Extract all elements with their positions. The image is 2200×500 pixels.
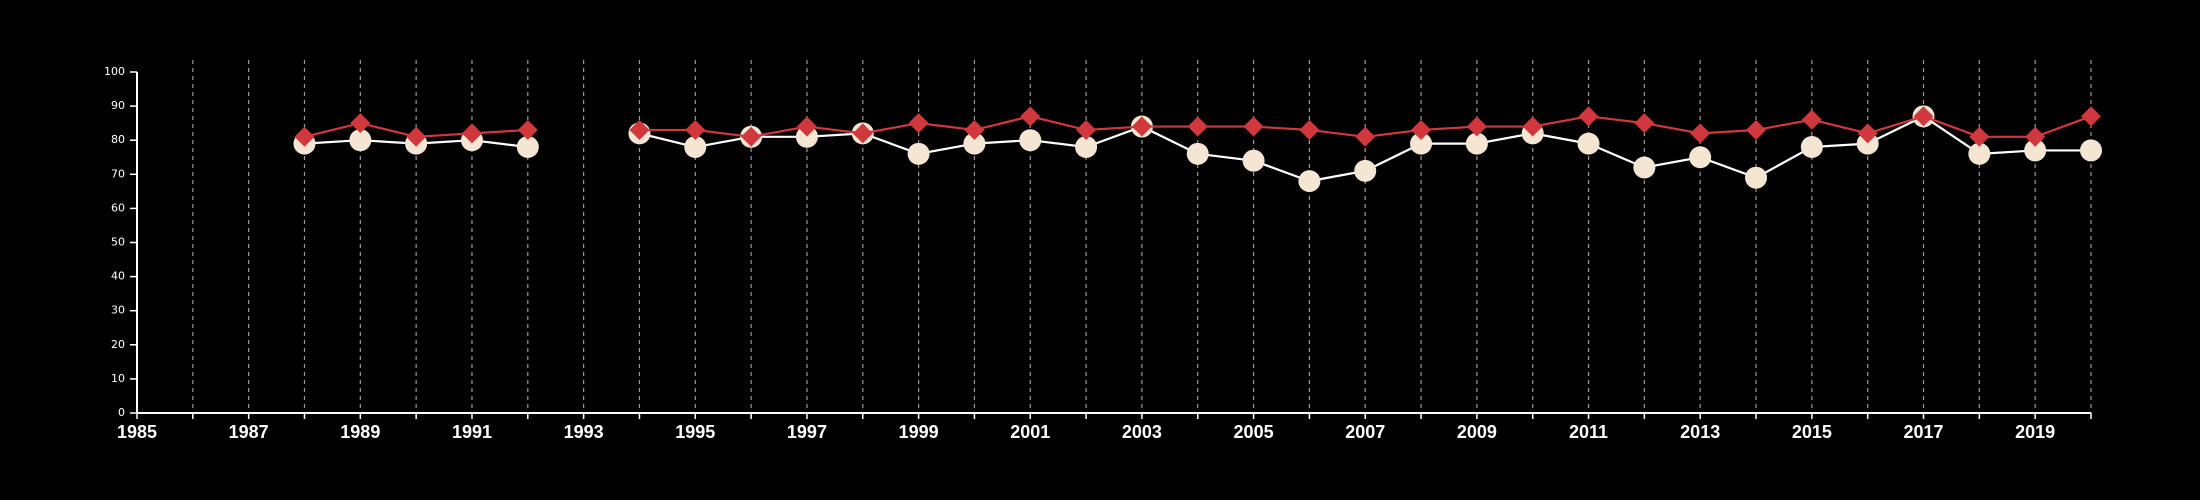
x-tick-label: 1985 bbox=[117, 422, 157, 442]
data-point-diamond bbox=[908, 113, 929, 134]
data-point-circle bbox=[516, 136, 539, 159]
data-point-diamond bbox=[1411, 119, 1432, 140]
data-point-circle bbox=[1354, 159, 1377, 182]
y-tick-label: 20 bbox=[111, 338, 125, 351]
data-point-diamond bbox=[461, 123, 482, 144]
data-point-diamond bbox=[1020, 106, 1041, 127]
data-point-diamond bbox=[517, 119, 538, 140]
data-point-diamond bbox=[1690, 123, 1711, 144]
x-tick-label: 2015 bbox=[1792, 422, 1832, 442]
data-point-diamond bbox=[1578, 106, 1599, 127]
data-point-diamond bbox=[852, 123, 873, 144]
data-point-diamond bbox=[1857, 123, 1878, 144]
x-tick-label: 1991 bbox=[452, 422, 492, 442]
data-point-circle bbox=[1800, 136, 1823, 159]
y-tick-label: 80 bbox=[111, 133, 125, 146]
x-tick-label: 2011 bbox=[1569, 422, 1608, 442]
data-point-circle bbox=[349, 129, 372, 152]
x-tick-label: 1989 bbox=[340, 422, 380, 442]
series-group bbox=[293, 105, 2102, 193]
data-point-circle bbox=[1465, 132, 1488, 155]
y-tick-label: 50 bbox=[111, 236, 125, 249]
data-point-circle bbox=[1968, 142, 1991, 165]
data-point-circle bbox=[2024, 139, 2047, 162]
data-point-circle bbox=[1242, 149, 1265, 172]
x-tick-label: 1997 bbox=[787, 422, 827, 442]
x-tick-label: 1987 bbox=[229, 422, 269, 442]
data-point-diamond bbox=[1187, 116, 1208, 137]
data-point-diamond bbox=[406, 126, 427, 147]
data-point-circle bbox=[1745, 166, 1768, 189]
data-point-diamond bbox=[964, 119, 985, 140]
data-point-circle bbox=[1186, 142, 1209, 165]
y-tick-label: 10 bbox=[111, 372, 125, 385]
x-tick-label: 2013 bbox=[1680, 422, 1720, 442]
x-tick-label: 2003 bbox=[1122, 422, 1162, 442]
data-point-diamond bbox=[294, 126, 315, 147]
data-point-diamond bbox=[1243, 116, 1264, 137]
data-point-circle bbox=[1075, 136, 1098, 159]
data-point-circle bbox=[1019, 129, 1042, 152]
data-point-diamond bbox=[2081, 106, 2101, 127]
x-tick-label: 1999 bbox=[899, 422, 939, 442]
y-tick-label: 60 bbox=[111, 201, 125, 214]
data-point-diamond bbox=[1969, 126, 1990, 147]
axes: 0 10 20 30 40 50 60 70 80 90 100 1985 1987 1989 1991 19… bbox=[104, 65, 2092, 442]
data-point-circle bbox=[963, 132, 986, 155]
data-point-diamond bbox=[1913, 106, 1934, 127]
y-tick-label: 70 bbox=[111, 167, 125, 180]
y-tick-label: 0 bbox=[118, 406, 125, 419]
x-tick-label: 2019 bbox=[2015, 422, 2055, 442]
x-tick-label: 1995 bbox=[675, 422, 715, 442]
data-point-diamond bbox=[350, 113, 371, 134]
y-tick-label: 100 bbox=[104, 65, 125, 78]
data-point-diamond bbox=[1131, 116, 1152, 137]
data-point-circle bbox=[1410, 132, 1433, 155]
data-point-diamond bbox=[685, 119, 706, 140]
data-point-diamond bbox=[1746, 119, 1767, 140]
data-point-diamond bbox=[1076, 119, 1097, 140]
data-point-diamond bbox=[1466, 116, 1487, 137]
y-tick-label: 90 bbox=[111, 99, 125, 112]
x-tick-label: 1993 bbox=[564, 422, 604, 442]
x-tick-label: 2009 bbox=[1457, 422, 1497, 442]
data-point-circle bbox=[1298, 170, 1321, 193]
data-point-diamond bbox=[1634, 113, 1655, 134]
data-point-diamond bbox=[629, 119, 650, 140]
data-point-diamond bbox=[796, 116, 817, 137]
data-point-circle bbox=[684, 136, 707, 159]
data-point-diamond bbox=[1299, 119, 1320, 140]
series-diamond bbox=[294, 106, 2101, 147]
data-point-circle bbox=[2080, 139, 2102, 162]
data-point-circle bbox=[1577, 132, 1600, 155]
x-tick-label: 2001 bbox=[1010, 422, 1050, 442]
y-tick-label: 30 bbox=[111, 304, 125, 317]
data-point-diamond bbox=[1522, 116, 1543, 137]
x-tick-label: 2017 bbox=[1903, 422, 1943, 442]
data-point-circle bbox=[1633, 156, 1656, 179]
gridlines bbox=[192, 60, 2092, 413]
x-tick-label: 2005 bbox=[1234, 422, 1274, 442]
data-point-diamond bbox=[1801, 109, 1822, 130]
x-tick-label: 2007 bbox=[1345, 422, 1385, 442]
data-point-circle bbox=[1689, 146, 1712, 169]
data-point-circle bbox=[1856, 132, 1879, 155]
y-tick-label: 40 bbox=[111, 270, 125, 283]
data-point-diamond bbox=[741, 126, 762, 147]
data-point-circle bbox=[907, 142, 930, 165]
data-point-diamond bbox=[1355, 126, 1376, 147]
data-point-diamond bbox=[2025, 126, 2046, 147]
data-point-circle bbox=[795, 125, 818, 148]
